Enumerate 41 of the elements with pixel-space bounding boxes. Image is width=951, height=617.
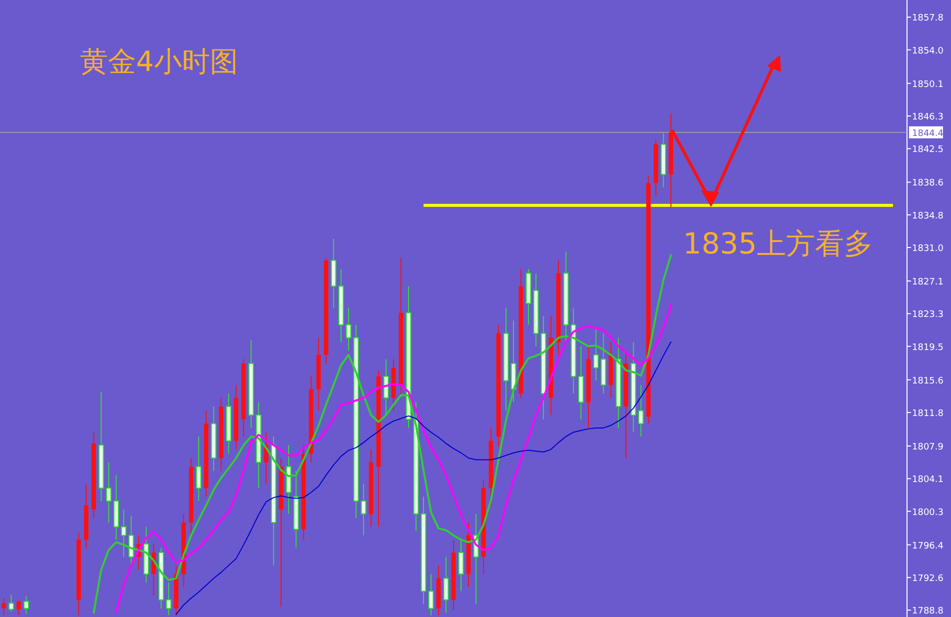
y-tick-label: 1811.8 [912, 408, 944, 419]
line-series [176, 342, 672, 615]
y-tick-label: 1831.0 [912, 244, 944, 254]
y-tick-label: 1854.0 [912, 46, 944, 56]
y-tick-label: 1788.8 [912, 606, 944, 617]
text: 黄金4小时图 [80, 45, 238, 78]
candlestick [166, 582, 172, 616]
ref-line-label: 1844.4 [912, 128, 944, 139]
y-tick-label: 1800.3 [912, 508, 944, 518]
candlestick [120, 509, 126, 558]
line-series [115, 304, 672, 613]
y-tick-label: 1850.1 [912, 80, 944, 90]
candlestick [458, 539, 464, 592]
y-tick-label: 1823.3 [912, 310, 944, 320]
y-tick-label: 1807.9 [912, 442, 944, 452]
candlestick [428, 574, 434, 616]
candlestick [24, 596, 29, 614]
y-tick-label: 1804.1 [912, 475, 944, 486]
line-series [92, 254, 672, 614]
y-tick-label: 1846.3 [912, 112, 944, 123]
y-tick-label: 1827.1 [912, 278, 944, 288]
candlestick [8, 594, 14, 612]
candlestick [443, 556, 449, 614]
candlestick [346, 307, 352, 352]
candlestick [2, 598, 6, 616]
ref-line-label: 1835上方看多 [683, 226, 873, 260]
y-tick-label: 1819.5 [912, 342, 944, 353]
candlestick [196, 436, 202, 502]
y-tick-label: 1842.5 [912, 145, 944, 156]
candlestick [360, 483, 366, 536]
y-tick-label: 1796.4 [912, 541, 944, 552]
y-tick-label: 1815.6 [912, 376, 944, 386]
y-tick-label: 1857.8 [912, 14, 944, 24]
y-tick-label: 1834.8 [912, 211, 944, 222]
candlestick [128, 515, 134, 566]
y-tick-label: 1792.6 [912, 574, 944, 584]
candlestick [106, 462, 112, 523]
candlestick [593, 328, 599, 382]
y-tick-label: 1838.6 [912, 178, 944, 189]
candlestick [16, 599, 21, 616]
candlestick [638, 384, 644, 438]
